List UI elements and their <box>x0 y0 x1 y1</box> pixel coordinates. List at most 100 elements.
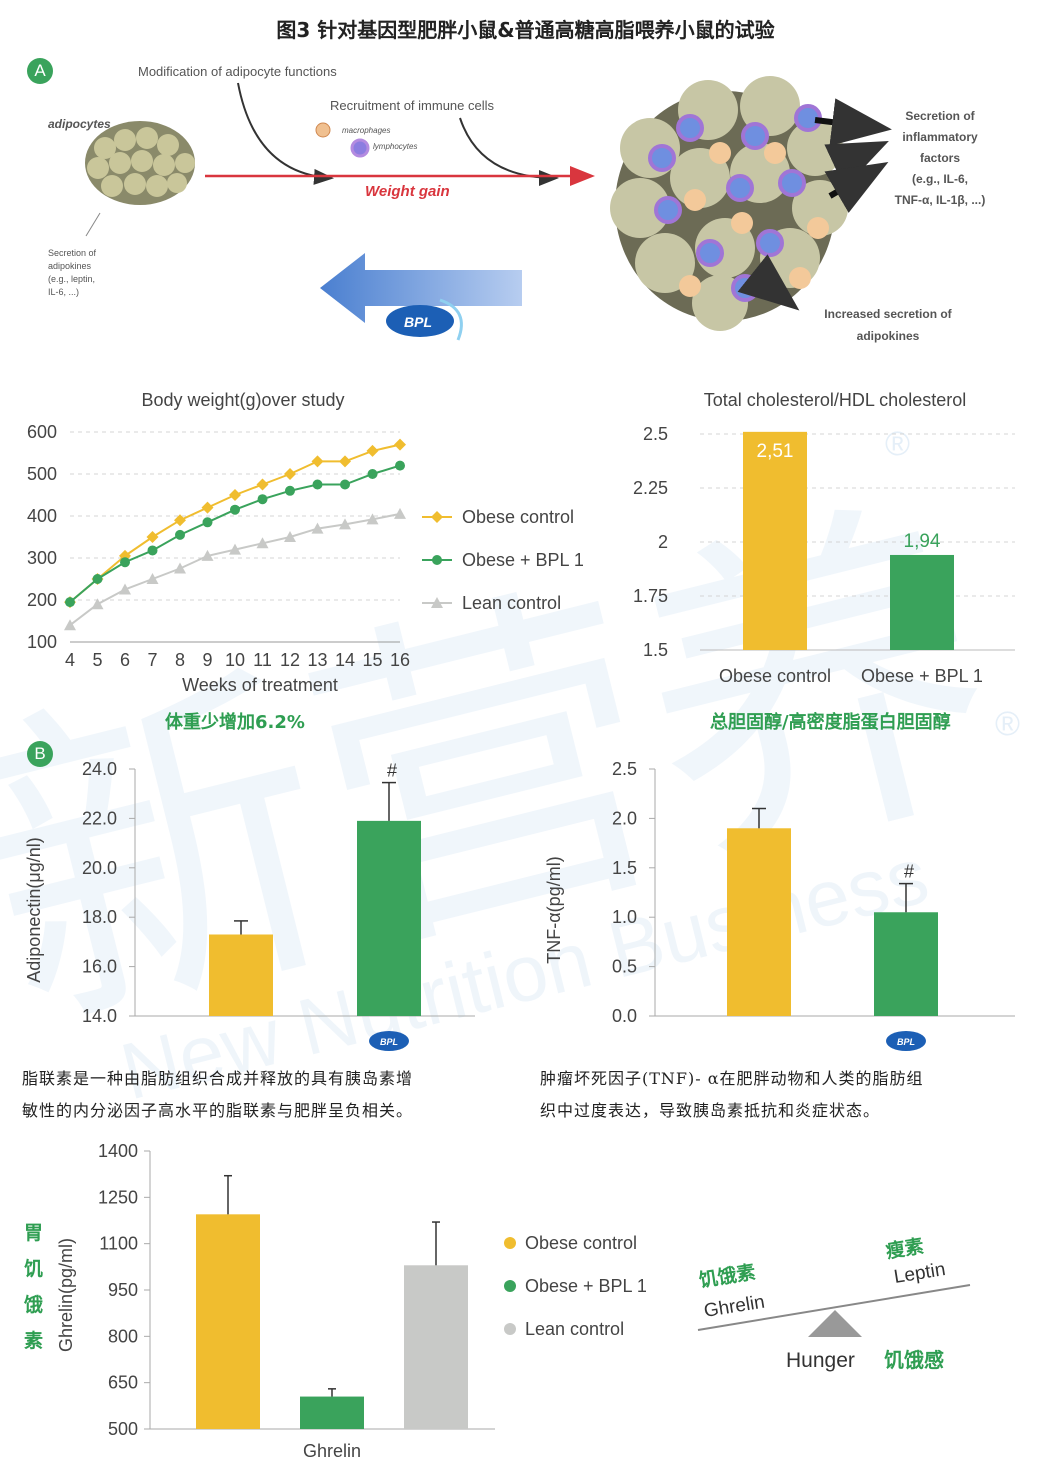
y-tick-label: 2.5 <box>643 424 668 444</box>
x-tick-label: 14 <box>335 650 355 670</box>
data-point <box>285 485 295 496</box>
inflammatory-4: (e.g., IL-6, <box>912 172 968 186</box>
chart-title: Body weight(g)over study <box>141 390 344 410</box>
x-tick-label: 7 <box>147 650 157 670</box>
y-tick-label: 24.0 <box>82 759 117 779</box>
bar <box>300 1396 364 1429</box>
x-tick-label: 11 <box>253 650 272 670</box>
ghrelin-side-label: 胃 饥 饿 素 <box>24 1215 46 1359</box>
data-point <box>91 598 104 610</box>
tnf-alpha-chart: TNF-α(pg/ml) 0.0 0.5 1.0 1.5 2.0 2.5 # BPL <box>544 759 1015 1051</box>
desc-line: 织中过度表达，导致胰岛素抵抗和炎症状态。 <box>540 1101 881 1120</box>
side-char: 饥 <box>24 1258 44 1280</box>
bpl-logo-text: BPL <box>404 314 432 330</box>
data-point <box>339 455 351 468</box>
y-tick-label: 2.5 <box>612 759 637 779</box>
y-tick-label: 200 <box>27 590 57 610</box>
logo-shape <box>369 1031 409 1051</box>
seesaw-fulcrum <box>808 1310 862 1337</box>
data-point <box>230 504 240 515</box>
y-tick-label: 1.75 <box>633 586 668 606</box>
secretion-adipokines-4: IL-6, ...) <box>48 287 79 297</box>
adipose-diagram: adipocytes Secretion of adipokines (e.g.… <box>48 64 985 343</box>
y-tick-label: 1250 <box>98 1187 138 1207</box>
data-point <box>257 494 268 505</box>
bpl-logo-text: BPL <box>897 1037 915 1047</box>
y-tick-label: 1.5 <box>643 640 668 660</box>
data-point <box>312 479 323 490</box>
legend-marker <box>431 597 443 608</box>
adiponectin-description: 脂联素是一种由脂肪组织合成并释放的具有胰岛素增 敏性的内分泌因子高水平的脂联素与… <box>22 1063 512 1127</box>
desc-line: 敏性的内分泌因子高水平的脂联素与肥胖呈负相关。 <box>22 1101 414 1120</box>
legend-label: Lean control <box>525 1319 624 1339</box>
x-tick-label: 8 <box>175 650 185 670</box>
legend-marker <box>504 1280 516 1292</box>
hunger-en: Hunger <box>786 1349 855 1372</box>
y-tick-label: 950 <box>108 1280 138 1300</box>
y-tick-label: 1100 <box>99 1234 138 1254</box>
data-point <box>284 531 296 542</box>
bar <box>196 1214 260 1429</box>
cholesterol-chart: Total cholesterol/HDL cholesterol 1.5 1.7… <box>633 390 1015 686</box>
leptin-en: Leptin <box>892 1259 946 1288</box>
legend-label: Obese + BPL 1 <box>462 550 584 570</box>
ghrelin-en: Ghrelin <box>702 1292 766 1322</box>
y-tick-label: 100 <box>27 632 57 652</box>
cholesterol-caption: 总胆固醇/高密度脂蛋白胆固醇 <box>710 712 951 733</box>
data-point <box>340 479 350 490</box>
legend-label: Obese control <box>525 1233 637 1253</box>
x-tick-label: 12 <box>280 650 300 670</box>
data-point <box>339 518 351 530</box>
figure-title: 图3 针对基因型肥胖小鼠&普通高糖高脂喂养小鼠的试验 <box>276 18 775 42</box>
side-char: 素 <box>24 1330 44 1352</box>
y-axis-label: Adiponectin(μg/nl) <box>24 837 44 982</box>
y-tick-label: 18.0 <box>82 907 117 927</box>
data-label: 2,51 <box>757 441 794 462</box>
data-point <box>229 489 241 501</box>
x-tick-label: 10 <box>225 650 245 670</box>
x-tick-label: 16 <box>390 650 410 670</box>
legend-label: Obese + BPL 1 <box>525 1276 647 1296</box>
secretion-adipokines-3: (e.g., leptin, <box>48 274 95 284</box>
bpl-logo: BPL <box>386 298 463 341</box>
data-point <box>395 460 405 471</box>
series-line <box>69 512 401 626</box>
macrophages-label: macrophages <box>342 126 390 135</box>
adipocytes-label: adipocytes <box>48 117 111 131</box>
secretion-adipokines-1: Secretion of <box>48 248 97 258</box>
bar <box>874 912 938 1016</box>
x-tick-label: 15 <box>362 650 382 670</box>
data-point <box>367 469 378 479</box>
significance-mark: # <box>387 761 397 781</box>
y-tick-label: 14.0 <box>82 1006 117 1026</box>
ghrelin-cn: 饥饿素 <box>697 1260 757 1292</box>
legend-marker <box>431 511 443 523</box>
data-point <box>311 522 324 534</box>
y-tick-label: 16.0 <box>82 957 117 977</box>
data-point <box>202 517 213 528</box>
data-point <box>201 501 214 514</box>
x-tick-label: 4 <box>65 650 75 670</box>
legend-marker <box>504 1237 516 1249</box>
legend-marker <box>432 555 442 565</box>
chart-title: Total cholesterol/HDL cholesterol <box>704 390 966 410</box>
logo-shape <box>886 1031 926 1051</box>
hunger-cn: 饥饿感 <box>884 1348 944 1372</box>
y-tick-label: 2.25 <box>633 478 668 498</box>
y-axis-label: TNF-α(pg/ml) <box>544 856 564 963</box>
lymphocyte-icon <box>350 138 370 158</box>
bar <box>743 431 807 650</box>
data-point <box>146 573 159 584</box>
desc-line: 肿瘤坏死因子(TNF)- α在肥胖动物和人类的脂肪组 <box>540 1069 924 1088</box>
x-tick-label: 5 <box>92 650 102 670</box>
data-point <box>256 478 269 491</box>
x-tick-label: Obese control <box>719 666 831 686</box>
x-tick-label: 9 <box>202 650 212 670</box>
bpl-logo-text: BPL <box>380 1037 398 1047</box>
y-tick-label: 300 <box>27 548 57 568</box>
adiponectin-chart: Adiponectin(μg/nl) 14.0 16.0 18.0 20.0 22.0 2… <box>24 759 475 1051</box>
data-point <box>120 557 130 568</box>
legend-marker <box>504 1323 516 1335</box>
bpl-logo: BPL <box>886 1031 926 1051</box>
